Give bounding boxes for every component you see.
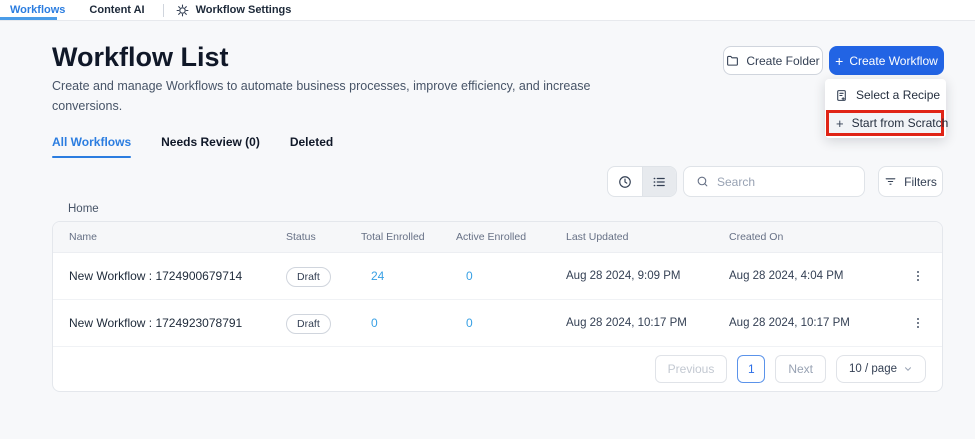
view-toggle [607,166,677,197]
menu-item-label: Start from Scratch [851,116,949,130]
nav-settings-label: Workflow Settings [195,4,292,16]
nav-divider [162,3,164,17]
filter-icon [884,175,897,188]
workflow-list-tabs: All Workflows Needs Review (0) Deleted [52,135,333,158]
recipe-icon [835,89,848,102]
search-input[interactable] [717,174,852,189]
last-updated-value: Aug 28 2024, 10:17 PM [566,317,687,329]
menu-item-label: Select a Recipe [856,88,941,102]
next-page-button[interactable]: Next [775,355,827,383]
list-icon [652,175,666,189]
created-on-value: Aug 28 2024, 10:17 PM [729,317,850,329]
folder-icon [726,54,739,67]
plus-icon: + [835,52,844,69]
tab-needs-review[interactable]: Needs Review (0) [161,135,260,149]
workflow-name-link[interactable]: New Workflow : 1724923078791 [69,316,243,330]
filters-label: Filters [904,174,937,189]
tab-all-workflows[interactable]: All Workflows [52,135,132,158]
row-actions-kebab-icon[interactable] [911,265,925,287]
chevron-down-icon [903,364,913,374]
create-workflow-menu: Select a Recipe + Start from Scratch [825,79,948,138]
tab-deleted[interactable]: Deleted [289,135,334,149]
create-workflow-button[interactable]: + Create Workflow [829,46,944,75]
workflow-name-link[interactable]: New Workflow : 1724900679714 [69,269,243,283]
gear-icon [176,4,189,17]
total-enrolled-link[interactable]: 24 [371,269,385,283]
table-row: New Workflow : 1724923078791 Draft 0 0 A… [53,300,942,347]
active-enrolled-link[interactable]: 0 [466,316,473,330]
breadcrumb[interactable]: Home [68,203,99,215]
menu-item-start-from-scratch[interactable]: + Start from Scratch [829,113,948,133]
workflows-table: Name Status Total Enrolled Active Enroll… [52,221,943,392]
previous-page-button[interactable]: Previous [654,355,728,383]
column-header-active-enrolled: Active Enrolled [456,231,527,243]
column-header-total-enrolled: Total Enrolled [361,231,425,243]
nav-tab-content-ai[interactable]: Content AI [89,4,145,16]
row-actions-kebab-icon[interactable] [911,312,925,334]
search-box [683,166,865,197]
table-header-row: Name Status Total Enrolled Active Enroll… [53,222,942,253]
active-enrolled-link[interactable]: 0 [466,269,473,283]
column-header-last-updated: Last Updated [566,231,629,243]
page-size-label: 10 / page [849,363,897,375]
create-folder-label: Create Folder [746,53,820,68]
table-row: New Workflow : 1724900679714 Draft 24 0 … [53,253,942,300]
status-badge: Draft [286,314,331,334]
active-nav-underline [0,17,57,20]
status-badge: Draft [286,267,331,287]
nav-tab-workflows[interactable]: Workflows [10,4,66,16]
page-size-select[interactable]: 10 / page [836,355,926,383]
total-enrolled-link[interactable]: 0 [371,316,378,330]
page-number-button[interactable]: 1 [737,355,766,383]
column-header-created-on: Created On [729,231,784,243]
menu-item-select-recipe[interactable]: Select a Recipe [825,83,946,107]
history-view-button[interactable] [608,167,642,196]
plus-icon: + [836,115,844,131]
pagination: Previous 1 Next 10 / page [53,347,942,391]
annotation-highlight-box: + Start from Scratch [826,110,948,136]
created-on-value: Aug 28 2024, 4:04 PM [729,270,844,282]
create-folder-button[interactable]: Create Folder [723,46,823,75]
nav-workflow-settings[interactable]: Workflow Settings [176,4,292,17]
page-title: Workflow List [52,42,229,72]
top-navigation: Workflows Content AI Workflow Settings [0,0,975,21]
search-icon [696,175,709,188]
list-view-button[interactable] [641,167,676,196]
column-header-status: Status [286,231,316,243]
page-description: Create and manage Workflows to automate … [52,79,591,113]
filters-button[interactable]: Filters [878,166,943,197]
create-workflow-label: Create Workflow [849,53,938,68]
last-updated-value: Aug 28 2024, 9:09 PM [566,270,681,282]
clock-icon [618,175,632,189]
column-header-name: Name [69,231,98,243]
